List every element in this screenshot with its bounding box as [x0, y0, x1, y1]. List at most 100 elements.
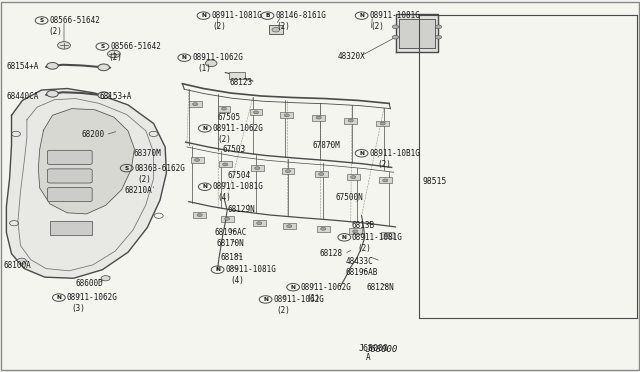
- Circle shape: [47, 62, 58, 69]
- FancyBboxPatch shape: [47, 187, 92, 202]
- Text: 68128N: 68128N: [366, 283, 394, 292]
- Bar: [50, 221, 92, 235]
- Text: B: B: [266, 13, 269, 18]
- Text: 08911-1062G: 08911-1062G: [301, 283, 351, 292]
- Text: 08911-1081G: 08911-1081G: [212, 182, 263, 191]
- Bar: [280, 112, 293, 118]
- Circle shape: [272, 28, 280, 32]
- Circle shape: [284, 114, 289, 117]
- Text: 98515: 98515: [422, 177, 447, 186]
- Circle shape: [435, 35, 442, 39]
- Text: 68196AB: 68196AB: [346, 268, 378, 277]
- Bar: [283, 223, 296, 229]
- Circle shape: [287, 225, 292, 228]
- Circle shape: [392, 25, 399, 29]
- Bar: [218, 106, 230, 112]
- Bar: [376, 121, 389, 126]
- Text: (4): (4): [218, 193, 232, 202]
- Text: (2): (2): [276, 306, 291, 315]
- Circle shape: [193, 103, 198, 106]
- Circle shape: [385, 234, 390, 237]
- Text: (2): (2): [276, 22, 291, 31]
- Text: S: S: [40, 18, 44, 23]
- Text: 68200: 68200: [82, 130, 105, 139]
- Bar: [251, 165, 264, 171]
- Text: 08911-1081G: 08911-1081G: [352, 233, 403, 242]
- Circle shape: [108, 50, 120, 58]
- Bar: [315, 171, 328, 177]
- Circle shape: [319, 173, 324, 176]
- Text: N: N: [359, 151, 364, 156]
- Circle shape: [353, 230, 358, 233]
- Circle shape: [435, 25, 442, 29]
- Bar: [193, 212, 206, 218]
- Text: N: N: [182, 55, 187, 60]
- Text: (2): (2): [357, 244, 371, 253]
- Text: 68440CA: 68440CA: [6, 92, 39, 101]
- Bar: [221, 216, 234, 222]
- Text: J68000: J68000: [358, 344, 388, 353]
- Bar: [269, 25, 283, 34]
- Text: 67500N: 67500N: [336, 193, 364, 202]
- Bar: [381, 232, 394, 238]
- Polygon shape: [38, 109, 134, 214]
- Text: 08146-8161G: 08146-8161G: [275, 11, 326, 20]
- Text: 68196AC: 68196AC: [214, 228, 247, 237]
- Bar: [253, 220, 266, 226]
- Circle shape: [257, 222, 262, 225]
- Text: S: S: [125, 166, 129, 171]
- Text: 67504: 67504: [227, 171, 250, 180]
- Circle shape: [205, 60, 217, 67]
- Text: N: N: [201, 13, 206, 18]
- Text: 68123: 68123: [229, 78, 252, 87]
- Text: 48433C: 48433C: [346, 257, 373, 266]
- Text: 08363-6162G: 08363-6162G: [134, 164, 185, 173]
- Polygon shape: [396, 14, 438, 52]
- FancyBboxPatch shape: [47, 169, 92, 183]
- Circle shape: [221, 107, 227, 110]
- Bar: [229, 72, 245, 79]
- Text: 08911-1062G: 08911-1062G: [212, 124, 263, 133]
- Text: 48320X: 48320X: [338, 52, 365, 61]
- Circle shape: [285, 170, 291, 173]
- Circle shape: [316, 116, 321, 119]
- Text: (2): (2): [138, 175, 152, 184]
- Text: (2): (2): [212, 22, 227, 31]
- Text: (2): (2): [48, 27, 62, 36]
- Circle shape: [253, 111, 259, 114]
- Text: (2): (2): [218, 135, 232, 144]
- Bar: [347, 174, 360, 180]
- Circle shape: [380, 122, 385, 125]
- Circle shape: [321, 227, 326, 230]
- Text: S: S: [100, 44, 104, 49]
- Bar: [379, 177, 392, 183]
- Bar: [282, 168, 294, 174]
- Text: 68170N: 68170N: [216, 239, 244, 248]
- Text: (2): (2): [370, 22, 384, 31]
- Text: N: N: [202, 126, 207, 131]
- Text: 6813B: 6813B: [352, 221, 375, 230]
- Bar: [250, 109, 262, 115]
- Circle shape: [392, 35, 399, 39]
- Text: N: N: [263, 297, 268, 302]
- Text: J68000: J68000: [365, 345, 397, 354]
- Circle shape: [255, 167, 260, 170]
- Text: 68129N: 68129N: [227, 205, 255, 214]
- Circle shape: [225, 217, 230, 220]
- Text: A: A: [366, 353, 371, 362]
- Circle shape: [348, 119, 353, 122]
- Text: 68600D: 68600D: [76, 279, 103, 288]
- Text: 08911-1062G: 08911-1062G: [192, 53, 243, 62]
- Polygon shape: [399, 19, 435, 48]
- Bar: [189, 101, 202, 107]
- Text: 67503: 67503: [223, 145, 246, 154]
- Circle shape: [195, 158, 200, 161]
- Text: (1): (1): [306, 294, 320, 303]
- Text: N: N: [202, 184, 207, 189]
- Circle shape: [58, 42, 70, 49]
- Bar: [344, 118, 357, 124]
- Circle shape: [197, 214, 202, 217]
- Circle shape: [101, 276, 110, 281]
- Text: (4): (4): [230, 276, 244, 285]
- Text: N: N: [56, 295, 61, 300]
